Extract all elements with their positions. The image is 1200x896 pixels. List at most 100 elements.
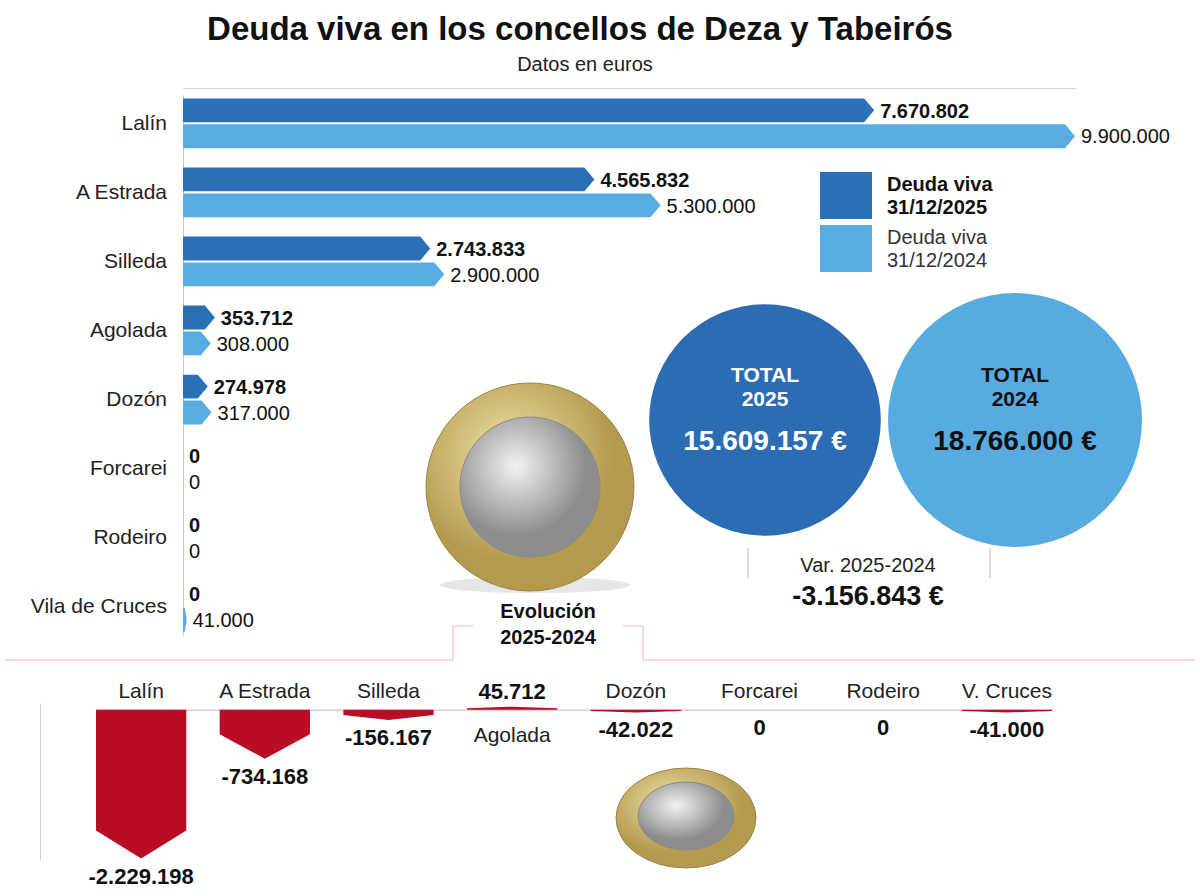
- x-tick-label: Forcarei: [721, 679, 798, 702]
- coin: [616, 768, 756, 868]
- coin-center: [460, 417, 600, 557]
- variation: Var. 2025-2024 -3.156.843 €: [748, 548, 990, 611]
- y-tick: Forcarei: [90, 456, 167, 479]
- x-tick: Agolada: [474, 723, 551, 746]
- legend-label: Deuda viva31/12/2024: [887, 226, 988, 271]
- panel-title: Evolución2025-2024: [500, 600, 597, 648]
- legend-swatch: [820, 172, 872, 219]
- coin-center: [638, 782, 734, 850]
- data-label: 0: [189, 540, 200, 562]
- x-tick: Dozón: [605, 679, 666, 702]
- data-labels: 7.670.8024.565.8322.743.833353.712274.97…: [189, 100, 1170, 631]
- data-label: 2.900.000: [450, 264, 539, 286]
- x-axis-line: [184, 88, 1076, 89]
- data-label: 9.900.000: [1081, 125, 1170, 147]
- legend-label: Deuda viva31/12/2025: [887, 173, 993, 218]
- data-label: 41.000: [193, 609, 254, 631]
- x-tick-label: V. Cruces: [962, 679, 1052, 702]
- bar: [591, 710, 681, 713]
- data-label: 308.000: [217, 333, 289, 355]
- bar: [183, 401, 212, 425]
- bar: [220, 710, 310, 759]
- data-label: 4.565.832: [600, 169, 689, 191]
- bar: [183, 306, 215, 330]
- y-tick: Dozón: [106, 387, 167, 410]
- variation-bracket: [990, 548, 991, 578]
- y-axis: Lalín A Estrada Silleda Agolada Dozón Forcare…: [31, 96, 184, 636]
- x-tick: Forcarei: [721, 679, 798, 702]
- bar: [183, 375, 208, 399]
- total-circle: [649, 304, 881, 536]
- y-tick: Agolada: [90, 318, 167, 341]
- bar: [183, 124, 1075, 148]
- x-axis: [184, 88, 1076, 89]
- data-label: 317.000: [218, 402, 290, 424]
- bar: [96, 710, 186, 859]
- x-tick: A Estrada: [219, 679, 310, 702]
- variation-bracket: [748, 548, 749, 578]
- y-tick-label: Agolada: [90, 318, 167, 341]
- x-tick-label: Silleda: [357, 679, 420, 702]
- y-tick-label: Rodeiro: [93, 525, 167, 548]
- y-tick: A Estrada: [76, 180, 167, 203]
- y-tick-label: Lalín: [121, 111, 167, 134]
- total-circle: [888, 293, 1142, 547]
- bar: [183, 539, 184, 563]
- data-label: 0: [877, 715, 889, 740]
- data-label: 0: [189, 471, 200, 493]
- bars: [96, 707, 1052, 859]
- bar: [183, 237, 430, 261]
- title: Deuda viva en los concellos de Deza y Ta…: [207, 10, 953, 47]
- data-label: 0: [189, 583, 200, 605]
- data-label: -734.168: [221, 764, 308, 789]
- bar: [467, 707, 557, 710]
- total-label: TOTAL2024: [981, 363, 1049, 410]
- bar: [962, 710, 1052, 713]
- variation-label: Var. 2025-2024: [800, 554, 935, 576]
- subtitle: Datos en euros: [517, 53, 653, 75]
- y-tick-label: A Estrada: [76, 180, 167, 203]
- section-separator: [5, 626, 1195, 660]
- data-label: -42.022: [599, 717, 674, 742]
- legend: Deuda viva31/12/2025 Deuda viva31/12/2024: [820, 172, 993, 272]
- x-tick-label: Lalín: [118, 679, 164, 702]
- y-axis: [40, 704, 41, 861]
- variation-value: -3.156.843 €: [792, 581, 944, 611]
- total-value: 18.766.000 €: [933, 425, 1097, 456]
- y-tick-label: Silleda: [104, 249, 167, 272]
- data-label: 0: [189, 514, 200, 536]
- x-tick: Silleda: [357, 679, 420, 702]
- data-label: 353.712: [221, 307, 293, 329]
- x-tick-label: Dozón: [605, 679, 666, 702]
- y-tick-label: Forcarei: [90, 456, 167, 479]
- x-tick-label: Rodeiro: [846, 679, 920, 702]
- data-labels: -2.229.198 -734.168 -156.167 45.712 -42.022 0…: [89, 679, 1045, 889]
- y-tick-label: Vila de Cruces: [31, 594, 167, 617]
- bar: [183, 98, 874, 122]
- data-label: 0: [753, 715, 765, 740]
- coin: [426, 383, 634, 591]
- data-label: 45.712: [479, 679, 546, 704]
- data-label: 274.978: [214, 376, 286, 398]
- y-tick: Rodeiro: [93, 525, 167, 548]
- bar: [183, 168, 594, 192]
- bar: [183, 513, 184, 537]
- data-label: -156.167: [345, 725, 432, 750]
- bar: [183, 262, 444, 286]
- data-label: -41.000: [970, 717, 1045, 742]
- bar: [183, 582, 184, 606]
- x-tick-label: Agolada: [474, 723, 551, 746]
- canvas: Deuda viva en los concellos de Deza y Ta…: [0, 0, 1200, 896]
- bubbles: TOTAL2025 15.609.157 € TOTAL2024 18.766.000…: [649, 293, 1142, 547]
- x-tick: Rodeiro: [846, 679, 920, 702]
- data-label: 0: [189, 445, 200, 467]
- data-label: -2.229.198: [89, 864, 194, 889]
- x-tick: Lalín: [118, 679, 164, 702]
- bar: [183, 470, 184, 494]
- y-tick: Silleda: [104, 249, 167, 272]
- y-axis-line: [40, 704, 41, 861]
- total-value: 15.609.157 €: [683, 425, 847, 456]
- y-tick-label: Dozón: [106, 387, 167, 410]
- total-label: TOTAL2025: [731, 363, 799, 410]
- data-label: 5.300.000: [667, 195, 756, 217]
